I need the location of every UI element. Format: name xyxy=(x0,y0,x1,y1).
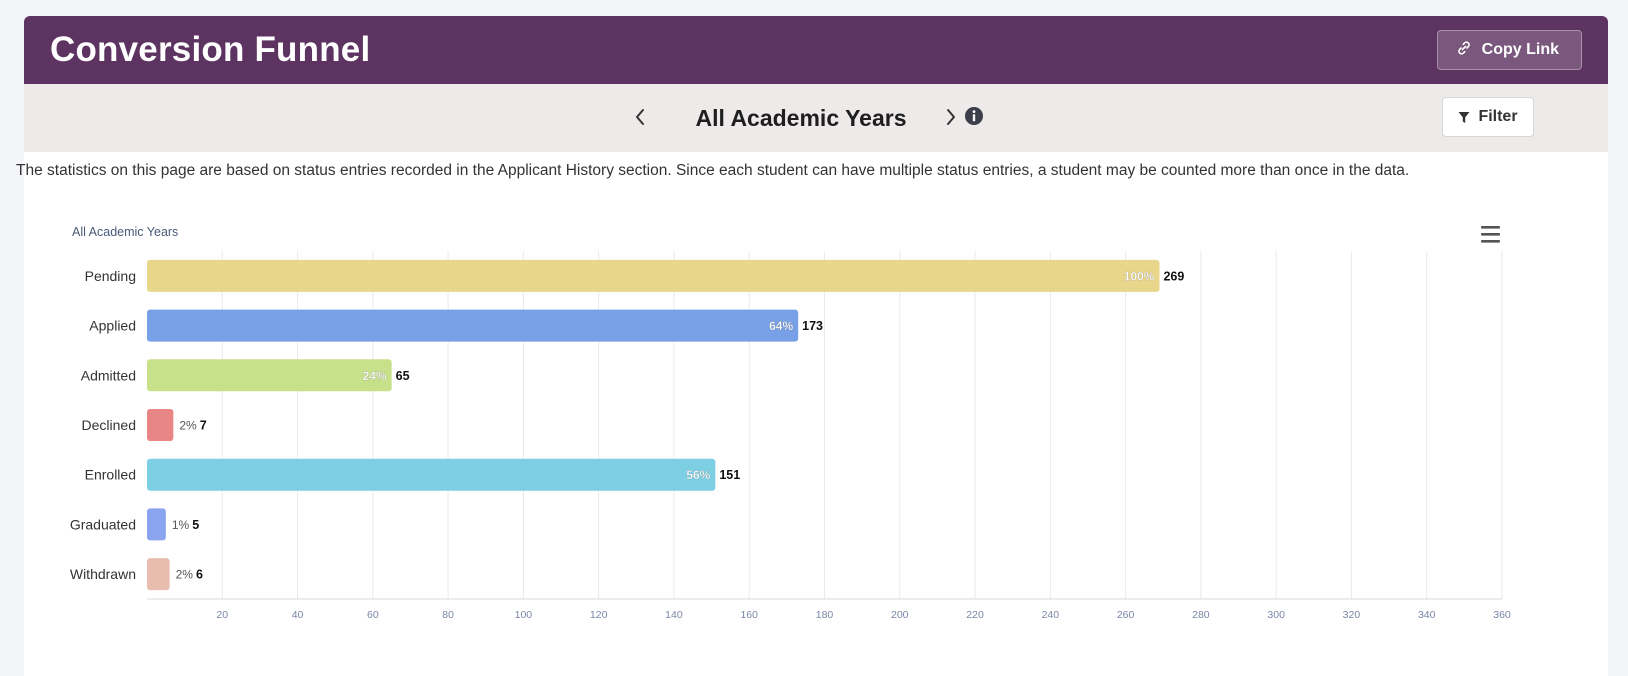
filter-icon xyxy=(1458,111,1470,123)
x-tick-label: 280 xyxy=(1192,609,1210,621)
percent-label: 2% xyxy=(179,419,197,433)
x-tick-label: 300 xyxy=(1267,609,1285,621)
copy-link-button[interactable]: Copy Link xyxy=(1436,30,1582,70)
category-label: Enrolled xyxy=(85,467,136,483)
previous-year-button[interactable] xyxy=(625,102,655,132)
percent-label: 56% xyxy=(686,468,710,482)
next-year-button[interactable] xyxy=(936,102,966,132)
value-label: 269 xyxy=(1163,269,1184,283)
x-tick-label: 120 xyxy=(590,609,608,621)
percent-label: 1% xyxy=(172,518,190,532)
x-tick-label: 240 xyxy=(1042,609,1060,621)
bar-applied[interactable] xyxy=(147,309,799,342)
category-label: Withdrawn xyxy=(70,566,136,582)
value-label: 151 xyxy=(719,468,740,482)
x-tick-label: 260 xyxy=(1117,609,1135,621)
hamburger-menu-icon[interactable] xyxy=(1481,226,1500,243)
x-tick-label: 100 xyxy=(515,609,533,621)
value-label: 7 xyxy=(200,419,207,433)
x-tick-label: 40 xyxy=(292,609,304,621)
percent-label: 2% xyxy=(176,568,194,582)
chart-title: All Academic Years xyxy=(72,225,178,239)
bar-declined[interactable] xyxy=(147,409,174,441)
bar-graduated[interactable] xyxy=(147,508,166,541)
x-tick-label: 360 xyxy=(1493,609,1511,621)
link-icon xyxy=(1456,40,1472,61)
x-tick-label: 320 xyxy=(1343,609,1361,621)
category-label: Applied xyxy=(89,318,136,334)
x-tick-label: 200 xyxy=(891,609,909,621)
percent-label: 100% xyxy=(1124,269,1155,283)
statistics-note: The statistics on this page are based on… xyxy=(16,162,1410,179)
x-tick-label: 220 xyxy=(966,609,984,621)
value-label: 65 xyxy=(396,369,410,383)
value-label: 173 xyxy=(802,319,823,333)
academic-year-title: All Academic Years xyxy=(695,105,907,131)
copy-link-label: Copy Link xyxy=(1481,41,1559,58)
page-title: Conversion Funnel xyxy=(50,30,371,69)
category-label: Declined xyxy=(82,417,136,433)
bar-enrolled[interactable] xyxy=(147,458,716,491)
x-tick-label: 60 xyxy=(367,609,379,621)
category-label: Pending xyxy=(85,268,136,284)
page-header: Conversion Funnel Copy Link xyxy=(24,16,1608,84)
funnel-bar-chart: All Academic Years 20 40 60 80 100 120 140 160 18… xyxy=(70,225,1511,621)
percent-label: 24% xyxy=(363,369,387,383)
year-navigation-bar: All Academic Years Filter xyxy=(24,84,1608,152)
x-tick-label: 80 xyxy=(442,609,454,621)
x-tick-label: 160 xyxy=(740,609,758,621)
x-tick-label: 340 xyxy=(1418,609,1436,621)
x-tick-label: 180 xyxy=(816,609,834,621)
category-label: Admitted xyxy=(81,367,136,383)
category-label: Graduated xyxy=(70,516,136,532)
bar-pending[interactable] xyxy=(147,259,1160,292)
filter-label: Filter xyxy=(1478,108,1518,125)
filter-button[interactable]: Filter xyxy=(1442,97,1534,137)
chevron-left-icon xyxy=(636,109,644,125)
percent-label: 64% xyxy=(769,319,793,333)
bar-withdrawn[interactable] xyxy=(147,558,170,591)
x-tick-label: 140 xyxy=(665,609,683,621)
chevron-right-icon xyxy=(947,109,955,125)
info-icon[interactable] xyxy=(964,106,984,126)
funnel-card: Conversion Funnel Copy Link All Academic… xyxy=(24,16,1608,676)
bar-admitted[interactable] xyxy=(147,359,392,392)
value-label: 6 xyxy=(196,568,203,582)
value-label: 5 xyxy=(192,518,199,532)
x-tick-label: 20 xyxy=(216,609,228,621)
